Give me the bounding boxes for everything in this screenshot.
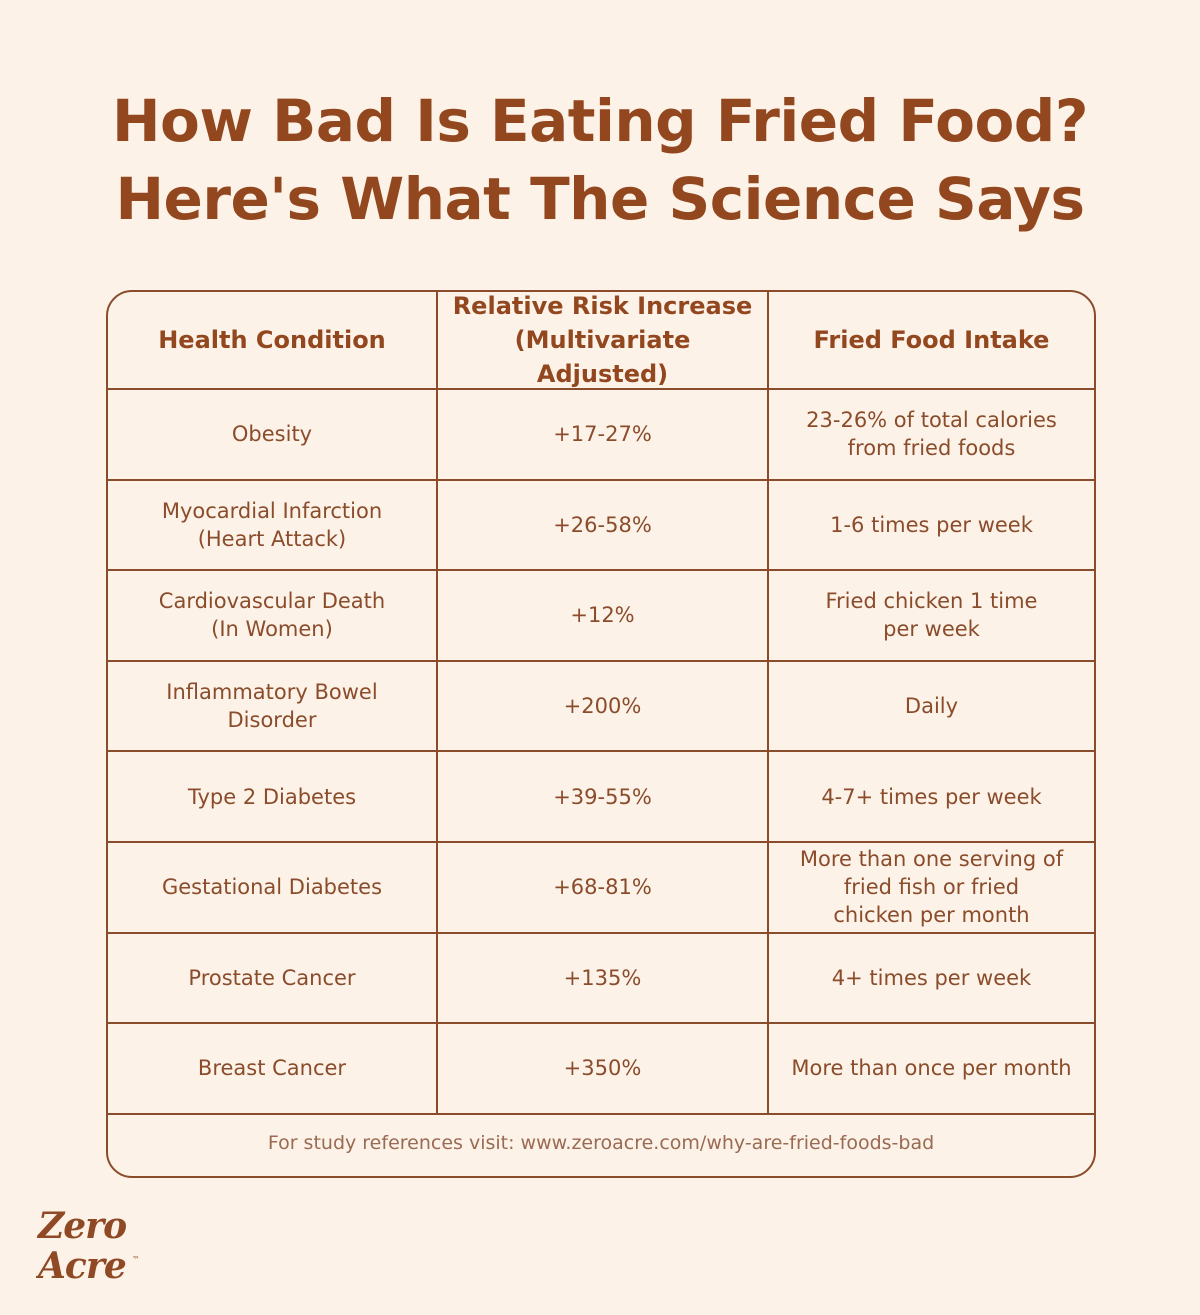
table-row: Myocardial Infarction (Heart Attack) +26-… [108, 480, 1094, 572]
risk-cell: +135% [438, 933, 769, 1023]
zero-acre-logo: Zero Acre ™ [36, 1205, 140, 1287]
intake-cell: Daily [904, 694, 959, 719]
risk-cell: +12% [438, 571, 769, 660]
condition-cell: Type 2 Diabetes [108, 752, 438, 841]
risk-cell: +39-55% [438, 752, 769, 841]
logo-trademark: ™ [132, 1255, 140, 1264]
page-title: How Bad Is Eating Fried Food? Here's Wha… [0, 82, 1200, 238]
fried-food-risk-table: Health Condition Relative Risk Increase … [106, 290, 1096, 1178]
title-line-1: How Bad Is Eating Fried Food? [112, 87, 1088, 155]
condition-cell: Gestational Diabetes [108, 843, 438, 932]
condition-cell: Prostate Cancer [108, 933, 438, 1023]
title-line-2: Here's What The Science Says [115, 165, 1085, 233]
risk-cell: +26-58% [438, 480, 769, 570]
table-header-row: Health Condition Relative Risk Increase … [108, 292, 1094, 390]
intake-cell: More than once per month [791, 1056, 1072, 1081]
risk-cell: +68-81% [438, 843, 769, 932]
table-row: Type 2 Diabetes +39-55% 4-7+ times per wee… [108, 752, 1094, 843]
risk-cell: +17-27% [438, 390, 769, 479]
risk-cell: +350% [438, 1024, 769, 1113]
condition-cell: Obesity [108, 390, 438, 479]
table-row: Obesity +17-27% 23-26% of total calories f… [108, 390, 1094, 481]
study-reference-footer: For study references visit: www.zeroacre… [267, 1132, 935, 1154]
condition-cell: Myocardial Infarction (Heart Attack) [108, 480, 438, 570]
intake-cell: 1-6 times per week [830, 512, 1033, 537]
header-relative-risk: Relative Risk Increase (Multivariate Adj… [438, 292, 769, 388]
intake-cell: 23-26% of total calories from fried food… [806, 408, 1057, 461]
table-row: Cardiovascular Death (In Women) +12% Fried… [108, 571, 1094, 662]
table-row: Gestational Diabetes +68-81% More than one… [108, 843, 1094, 934]
intake-cell: 4+ times per week [831, 965, 1032, 990]
logo-line-2: Acre [36, 1245, 126, 1287]
condition-cell: Cardiovascular Death (In Women) [108, 571, 438, 660]
condition-cell: Breast Cancer [108, 1024, 438, 1113]
intake-cell: 4-7+ times per week [821, 784, 1042, 809]
table-row: Inflammatory Bowel Disorder +200% Daily [108, 661, 1094, 753]
logo-line-1: Zero [36, 1205, 126, 1247]
condition-cell: Inflammatory Bowel Disorder [108, 661, 438, 751]
intake-cell: More than one serving of fried fish or f… [799, 847, 1064, 928]
header-fried-food-intake: Fried Food Intake [813, 326, 1050, 354]
header-health-condition: Health Condition [108, 292, 438, 388]
intake-cell: Fried chicken 1 time per week [825, 589, 1038, 642]
table-row: Breast Cancer +350% More than once per mon… [108, 1024, 1094, 1115]
table-row: Prostate Cancer +135% 4+ times per week [108, 933, 1094, 1025]
risk-cell: +200% [438, 661, 769, 751]
